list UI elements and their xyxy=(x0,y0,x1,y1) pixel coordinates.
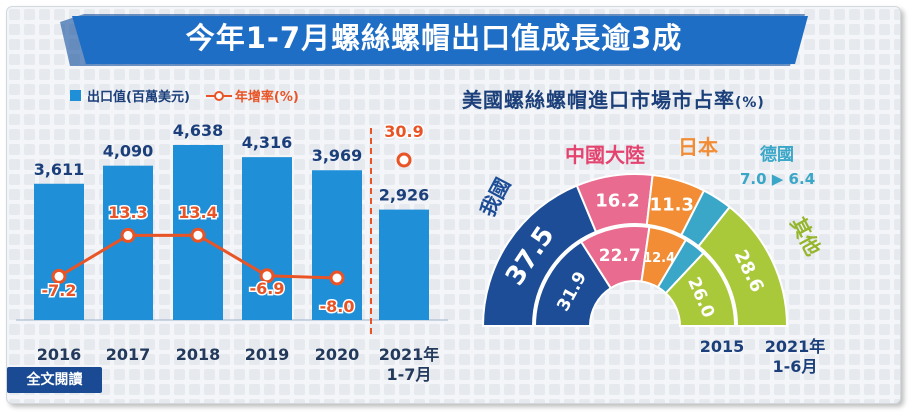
x-tick-label: 1-7月 xyxy=(387,365,432,384)
bar-legend-swatch xyxy=(70,90,81,101)
category-label-china: 中國大陸 xyxy=(565,143,645,167)
growth-point xyxy=(396,152,412,168)
bar-0 xyxy=(34,183,84,320)
share-value-label: 22.7 xyxy=(599,246,641,266)
decorative-pattern xyxy=(7,7,900,403)
bar-value-label: 3,611 xyxy=(34,160,85,179)
share-value-label: 11.3 xyxy=(650,195,694,216)
chart-legend: 出口值(百萬美元) 年增率(%) xyxy=(70,86,299,105)
page-title: 今年1-7月螺絲螺帽出口值成長逾3成 xyxy=(185,21,683,55)
share-value-label: 12.4 xyxy=(643,251,675,266)
growth-point xyxy=(259,268,275,284)
growth-value-label: -6.9 xyxy=(250,279,285,298)
growth-value-label: 30.9 xyxy=(384,122,423,141)
outer-ring-label: 1-6月 xyxy=(773,357,818,376)
bar-legend-label: 出口值(百萬美元) xyxy=(87,90,190,105)
bar-value-label: 4,090 xyxy=(103,142,154,161)
growth-value-label: 13.3 xyxy=(108,203,147,222)
x-tick-label: 2021年 xyxy=(379,345,440,364)
bar-value-label: 4,316 xyxy=(242,133,293,152)
growth-point xyxy=(329,270,345,286)
category-label-other: 其他 xyxy=(786,213,826,260)
growth-legend-label: 年增率(%) xyxy=(234,90,299,105)
share-segment-4 xyxy=(697,205,789,327)
share-value-label: 16.2 xyxy=(595,191,639,212)
bar-value-label: 4,638 xyxy=(173,121,224,140)
growth-legend: 年增率(%) xyxy=(205,86,299,105)
growth-point xyxy=(120,227,136,243)
growth-point xyxy=(190,227,206,243)
growth-point xyxy=(51,268,67,284)
x-tick-label: 2018 xyxy=(176,345,221,364)
growth-value-label: -8.0 xyxy=(320,297,355,316)
share-segment-4 xyxy=(664,251,737,327)
x-tick-label: 2019 xyxy=(245,345,290,364)
bar-value-label: 3,969 xyxy=(312,146,363,165)
bar-5 xyxy=(379,209,429,320)
category-label-taiwan: 我國 xyxy=(475,174,515,221)
bar-4 xyxy=(312,170,362,320)
x-tick-label: 2017 xyxy=(106,345,151,364)
bar-3 xyxy=(242,157,292,320)
inner-ring-label: 2015 xyxy=(700,337,745,356)
infographic-frame xyxy=(6,6,901,404)
bar-value-label: 2,926 xyxy=(379,186,430,205)
read-more-button[interactable]: 全文閱讀 xyxy=(7,367,102,393)
x-tick-label: 2016 xyxy=(37,345,82,364)
share-chart-title: 美國螺絲螺帽進口市場市占率(%) xyxy=(462,88,765,112)
outer-ring-label: 2021年 xyxy=(765,337,826,356)
category-label-germany: 德國 xyxy=(760,144,794,165)
growth-value-label: -7.2 xyxy=(42,281,77,300)
category-label-japan: 日本 xyxy=(678,135,718,159)
line-legend-icon xyxy=(205,90,232,101)
germany-values-note: 7.0 ▶ 6.4 xyxy=(740,170,815,188)
x-tick-label: 2020 xyxy=(315,345,360,364)
growth-value-label: 13.4 xyxy=(178,203,217,222)
